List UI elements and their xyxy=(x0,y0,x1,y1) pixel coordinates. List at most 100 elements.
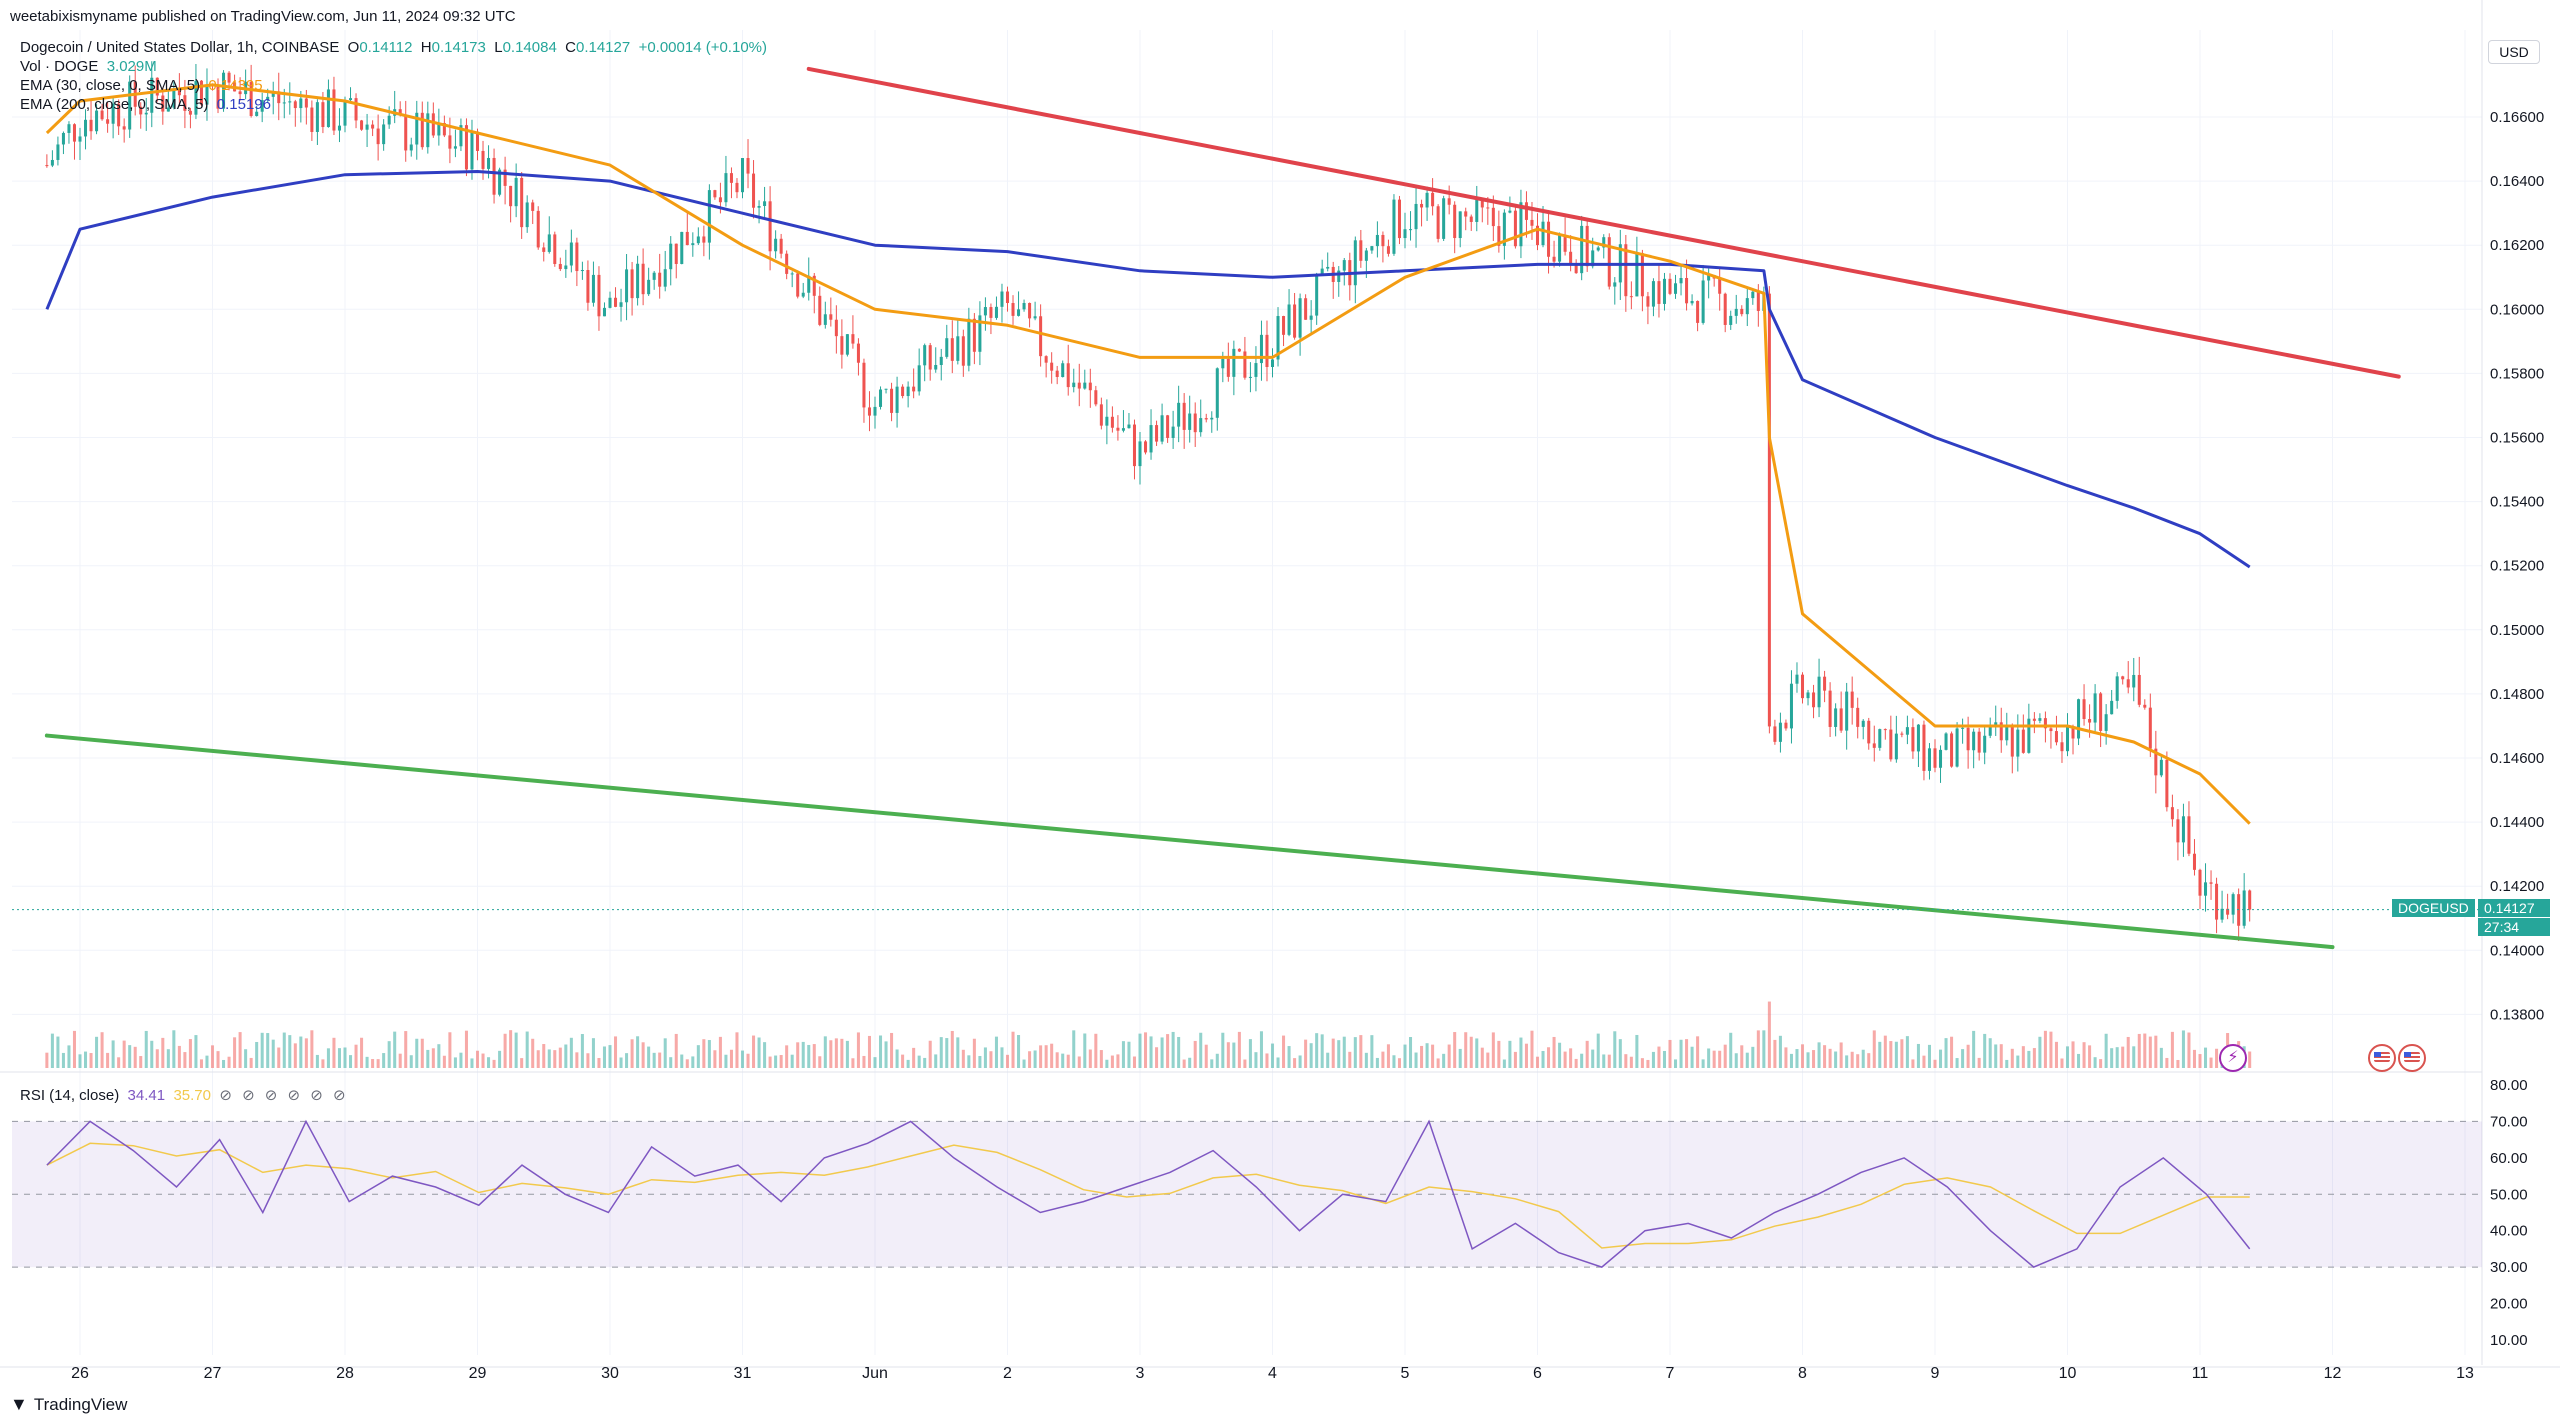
volume-bar xyxy=(2077,1053,2081,1068)
volume-bar xyxy=(1149,1036,1153,1068)
candle-body xyxy=(89,119,93,132)
candle-body xyxy=(1397,199,1401,239)
volume-bar xyxy=(840,1038,844,1068)
candle-body xyxy=(2126,679,2130,688)
volume-bar xyxy=(867,1035,871,1068)
volume-bar xyxy=(1740,1045,1744,1068)
candle-body xyxy=(1662,278,1666,304)
candle-body xyxy=(1127,424,1131,429)
us-flag-icon[interactable] xyxy=(2398,1044,2426,1072)
volume-bar xyxy=(1950,1036,1954,1068)
volume-bar xyxy=(1734,1053,1738,1068)
volume-bar xyxy=(641,1042,645,1068)
candle-body xyxy=(1966,727,1970,751)
candle-body xyxy=(2204,882,2208,896)
candle-body xyxy=(122,126,126,130)
candle-body xyxy=(1022,302,1026,310)
volume-bar xyxy=(1436,1058,1440,1068)
candle-body xyxy=(873,406,877,416)
candle-body xyxy=(1182,402,1186,430)
candle-body xyxy=(293,101,297,109)
volume-bar xyxy=(2049,1031,2053,1068)
candle-body xyxy=(994,306,998,318)
legend-ema30-row[interactable]: EMA (30, close, 0, SMA, 5) 0.14395 xyxy=(20,76,767,95)
candle-body xyxy=(1685,278,1689,304)
volume-bar xyxy=(1729,1032,1733,1068)
volume-bar xyxy=(1718,1050,1722,1068)
candle-body xyxy=(785,253,789,274)
candle-body xyxy=(161,95,165,112)
volume-bar xyxy=(1464,1032,1468,1068)
price-tick-label: 0.13800 xyxy=(2490,1006,2544,1023)
candle-body xyxy=(2143,704,2147,708)
volume-bar xyxy=(724,1054,728,1068)
volume-bar xyxy=(1320,1034,1324,1068)
time-tick-label: 26 xyxy=(71,1365,89,1382)
volume-bar xyxy=(1099,1050,1103,1068)
rsi-band xyxy=(12,1121,2482,1268)
volume-bar xyxy=(851,1058,855,1068)
time-tick-label: 4 xyxy=(1268,1365,1277,1382)
ohlc-h-label: H xyxy=(420,39,432,56)
volume-bar xyxy=(2060,1058,2064,1068)
candle-body xyxy=(1939,749,1943,768)
candle-body xyxy=(768,201,772,252)
candle-body xyxy=(315,102,319,132)
candle-body xyxy=(1193,413,1197,433)
candle-body xyxy=(956,336,960,361)
candle-body xyxy=(2043,718,2047,729)
candle-body xyxy=(387,115,391,125)
volume-bar xyxy=(602,1046,606,1068)
volume-bar xyxy=(1144,1032,1148,1068)
candle-body xyxy=(1342,260,1346,271)
volume-bar xyxy=(928,1040,932,1068)
candle-body xyxy=(906,386,910,397)
candle-body xyxy=(2137,674,2141,705)
candle-body xyxy=(1558,235,1562,262)
candle-body xyxy=(801,292,805,297)
time-tick-label: 29 xyxy=(469,1365,487,1382)
volume-bar xyxy=(2043,1030,2047,1068)
volume-bar xyxy=(647,1046,651,1068)
candle-body xyxy=(1497,226,1501,246)
volume-bar xyxy=(1988,1038,1992,1068)
candle-body xyxy=(1414,203,1418,230)
volume-bar xyxy=(1315,1033,1319,1068)
volume-bar xyxy=(1823,1045,1827,1068)
volume-bar xyxy=(884,1041,888,1068)
legend-symbol-row[interactable]: Dogecoin / United States Dollar, 1h, COI… xyxy=(20,38,767,57)
legend-ema200-row[interactable]: EMA (200, close, 0, SMA, 5) 0.15196 xyxy=(20,95,767,114)
candle-body xyxy=(1458,211,1462,239)
candle-body xyxy=(2226,908,2230,915)
volume-bar xyxy=(1204,1044,1208,1068)
candle-body xyxy=(2154,748,2158,776)
volume-bar xyxy=(1618,1039,1622,1068)
candle-body xyxy=(1878,729,1882,748)
footer-branding[interactable]: ▼ TradingView xyxy=(10,1394,127,1415)
volume-bar xyxy=(277,1047,281,1068)
currency-button[interactable]: USD xyxy=(2488,40,2540,64)
volume-bar xyxy=(1701,1059,1705,1068)
candle-body xyxy=(967,318,971,366)
candle-body xyxy=(707,190,711,243)
candle-body xyxy=(1784,722,1788,729)
candle-body xyxy=(1480,197,1484,208)
candle-body xyxy=(1502,212,1506,246)
candle-body xyxy=(1751,291,1755,299)
legend-volume-row[interactable]: Vol · DOGE 3.029M xyxy=(20,57,767,76)
candle-body xyxy=(1149,425,1153,453)
candle-body xyxy=(1756,291,1760,311)
bolt-icon[interactable]: ⚡ xyxy=(2219,1044,2247,1072)
volume-bar xyxy=(1094,1033,1098,1068)
us-flag-icon[interactable] xyxy=(2368,1044,2396,1072)
candle-body xyxy=(950,338,954,361)
volume-bar xyxy=(1226,1042,1230,1068)
rsi-legend[interactable]: RSI (14, close) 34.41 35.70 ⊘ ⊘ ⊘ ⊘ ⊘ ⊘ xyxy=(20,1086,349,1104)
volume-bar xyxy=(1613,1031,1617,1068)
volume-bar xyxy=(2005,1059,2009,1068)
candle-body xyxy=(2054,731,2058,743)
volume-bar xyxy=(431,1048,435,1068)
volume-bar xyxy=(1878,1041,1882,1068)
volume-bar xyxy=(1442,1053,1446,1068)
